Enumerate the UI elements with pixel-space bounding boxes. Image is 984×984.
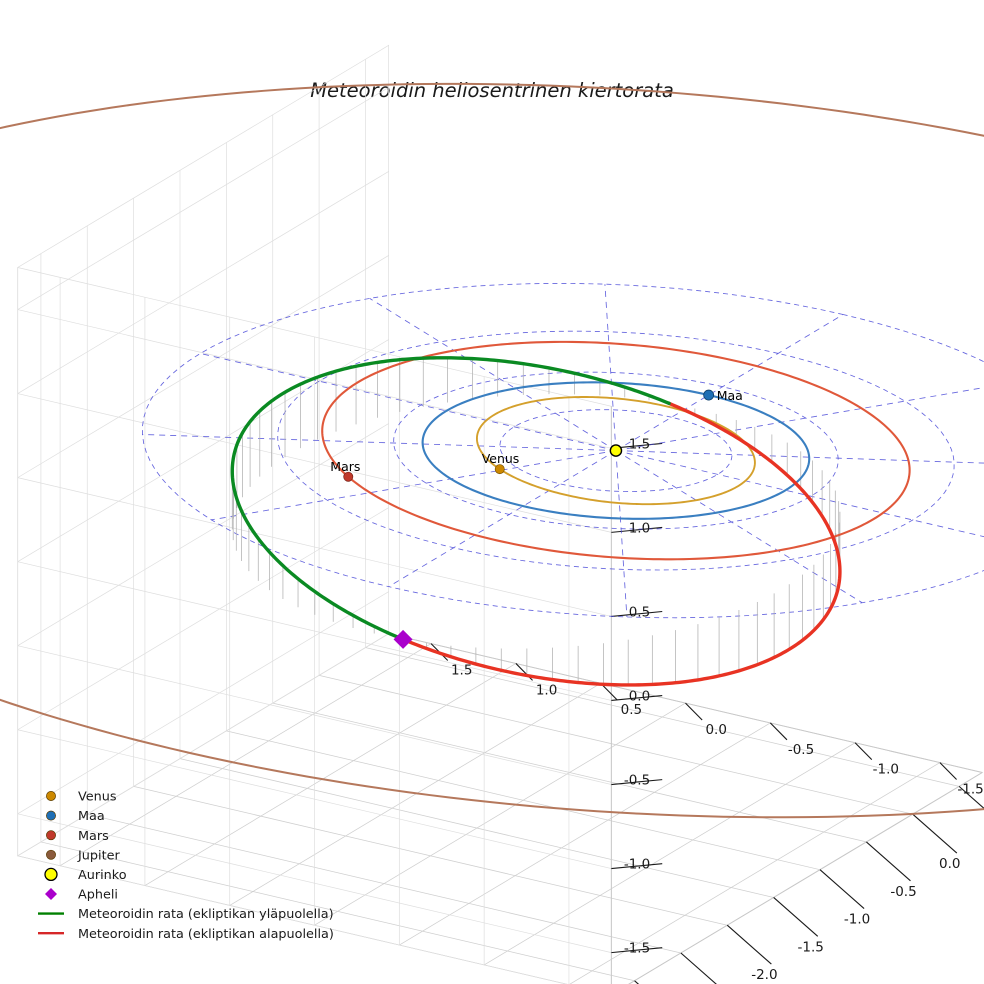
y-tick-label: 0.5 bbox=[621, 702, 642, 718]
polar-grid-overlay bbox=[142, 282, 984, 619]
legend-item[interactable]: Meteoroidin rata (ekliptikan alapuolella… bbox=[38, 927, 334, 942]
legend-item[interactable]: Apheli bbox=[45, 888, 118, 903]
x-tick-label: -1.5 bbox=[798, 939, 824, 955]
polar-grid-spoke bbox=[615, 314, 844, 451]
polar-grid-spoke bbox=[615, 450, 628, 618]
legend-item[interactable]: Meteoroidin rata (ekliptikan yläpuolella… bbox=[38, 907, 334, 922]
venus-marker bbox=[494, 464, 505, 475]
earth-orbit-path bbox=[421, 381, 811, 520]
y-tick-label: 1.5 bbox=[451, 663, 472, 679]
polar-grid-spoke bbox=[388, 450, 617, 588]
maa-marker bbox=[703, 389, 715, 401]
legend-item[interactable]: Mars bbox=[46, 829, 109, 844]
z-tick-label: -0.5 bbox=[624, 773, 650, 789]
polar-grid-spoke bbox=[142, 434, 616, 452]
mars-orbit-path bbox=[321, 340, 911, 561]
axis-spines bbox=[388, 406, 984, 984]
legend-item[interactable]: Jupiter bbox=[46, 848, 120, 863]
y-tick-label: -1.0 bbox=[873, 762, 899, 778]
z-tick-label: 0.0 bbox=[629, 689, 650, 705]
legend-item[interactable]: Maa bbox=[46, 809, 105, 824]
polar-grid-spoke bbox=[200, 353, 617, 451]
z-tick-label: -1.0 bbox=[624, 857, 650, 873]
body-text-labels: Mars Venus Maa bbox=[330, 388, 743, 474]
axis-tick-labels: -1.5-1.0-0.50.00.51.01.5-3.0-2.5-2.0-1.5… bbox=[451, 436, 984, 983]
jupiter-orbit-path bbox=[0, 82, 984, 819]
z-tick-label: 1.0 bbox=[629, 521, 650, 537]
maa-label: Maa bbox=[717, 388, 743, 403]
legend-item[interactable]: Aurinko bbox=[44, 867, 127, 883]
polar-grid-spoke bbox=[604, 284, 617, 451]
y-tick-label: -0.5 bbox=[788, 742, 814, 758]
x-tick-label: -2.0 bbox=[751, 967, 777, 983]
z-tick-label: -1.5 bbox=[624, 941, 650, 957]
legend-label: Maa bbox=[78, 809, 105, 824]
legend-label: Jupiter bbox=[77, 848, 120, 863]
legend-label: Apheli bbox=[78, 888, 118, 903]
polar-grid-spoke bbox=[211, 450, 616, 521]
mars-label: Mars bbox=[330, 459, 360, 474]
circle-marker-icon bbox=[46, 830, 56, 841]
meteoroid-orbit bbox=[230, 356, 842, 687]
polar-grid-spoke bbox=[615, 387, 984, 451]
polar-grid-spoke bbox=[615, 450, 984, 464]
x-tick-label: 0.0 bbox=[939, 856, 960, 872]
aphelion-marker bbox=[393, 629, 413, 649]
polar-grid-spoke bbox=[615, 450, 863, 604]
legend-label: Aurinko bbox=[78, 868, 127, 883]
x-tick-label: -1.0 bbox=[844, 912, 870, 928]
y-tick-label: -1.5 bbox=[957, 782, 983, 798]
z-tick-label: 1.5 bbox=[629, 436, 650, 452]
circle-marker-icon bbox=[46, 810, 56, 821]
diamond-marker-icon bbox=[45, 888, 57, 900]
venus-orbit-path bbox=[475, 396, 756, 506]
y-tick-label: 1.0 bbox=[536, 682, 557, 698]
mars-marker bbox=[343, 471, 354, 482]
planet-orbits bbox=[0, 82, 984, 819]
legend-label: Mars bbox=[78, 829, 109, 844]
z-tick-label: 0.5 bbox=[629, 605, 650, 621]
circle-marker-icon bbox=[46, 849, 56, 860]
body-markers bbox=[343, 389, 715, 649]
plot-legend[interactable]: Venus Maa Mars Jupiter Aurinko Apheli Meteoroi… bbox=[38, 790, 334, 942]
circle-marker-icon bbox=[46, 791, 56, 801]
venus-label: Venus bbox=[482, 451, 520, 466]
legend-item[interactable]: Venus bbox=[46, 790, 117, 805]
plot-title: Meteoroidin heliosentrinen kiertorata bbox=[310, 79, 674, 102]
legend-label: Meteoroidin rata (ekliptikan alapuolella… bbox=[78, 927, 334, 942]
legend-label: Venus bbox=[78, 790, 117, 805]
polar-grid-spoke bbox=[615, 450, 984, 538]
legend-label: Meteoroidin rata (ekliptikan yläpuolella… bbox=[78, 907, 334, 922]
sun-marker-icon bbox=[44, 867, 58, 882]
x-tick-label: -0.5 bbox=[890, 884, 916, 900]
meteoroid-orbit-above bbox=[230, 356, 671, 642]
meteoroid-orbit-below bbox=[401, 401, 842, 687]
sun-marker bbox=[609, 444, 623, 457]
polar-grid-spoke bbox=[369, 298, 617, 451]
y-tick-label: 0.0 bbox=[705, 722, 726, 738]
